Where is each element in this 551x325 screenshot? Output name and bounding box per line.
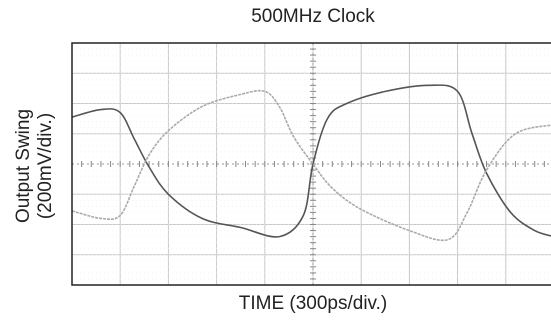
chart-title: 500MHz Clock bbox=[251, 6, 375, 27]
x-axis-label: TIME (300ps/div.) bbox=[238, 293, 388, 314]
plot-frame bbox=[71, 42, 551, 286]
series-line-2 bbox=[71, 89, 551, 242]
series-line-1 bbox=[71, 84, 551, 238]
